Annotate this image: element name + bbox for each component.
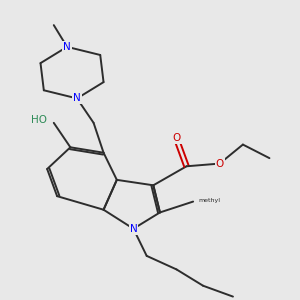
Text: N: N (73, 93, 81, 103)
Text: HO: HO (31, 115, 47, 125)
Text: N: N (130, 224, 137, 234)
Text: O: O (172, 133, 181, 143)
Text: O: O (216, 159, 224, 169)
Text: N: N (63, 42, 71, 52)
Text: methyl: methyl (198, 198, 220, 203)
